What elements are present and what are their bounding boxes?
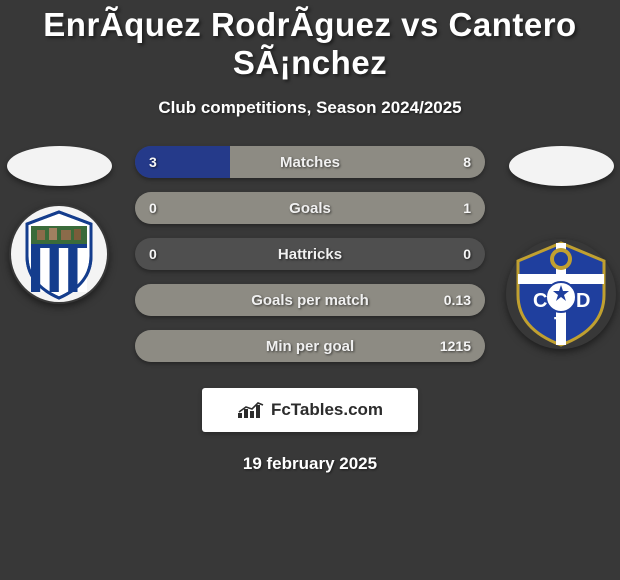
- malaga-crest-icon: [9, 204, 109, 304]
- player-right-photo: [509, 146, 614, 186]
- stat-value-right: 0: [449, 238, 485, 270]
- stat-row: Min per goal1215: [135, 330, 485, 362]
- stat-label: Matches: [135, 146, 485, 178]
- stat-row: Hattricks0 0: [135, 238, 485, 270]
- stat-value-left: [135, 284, 163, 316]
- player-right-column: C D T: [506, 146, 616, 349]
- stat-value-left: 0: [135, 192, 171, 224]
- comparison-layout: C D T Matches38Goals01Hattricks00Goals p…: [0, 146, 620, 362]
- stat-value-right: 1215: [426, 330, 485, 362]
- logo-text: FcTables.com: [271, 400, 383, 420]
- player-left-column: [4, 146, 114, 304]
- stat-row: Matches3 8: [135, 146, 485, 178]
- fctables-logo: FcTables.com: [202, 388, 418, 432]
- stat-value-left: 3: [135, 146, 171, 178]
- stat-row: Goals0 1: [135, 192, 485, 224]
- svg-text:D: D: [576, 290, 590, 312]
- stat-value-right: 1: [449, 192, 485, 224]
- tenerife-crest-icon: C D T: [506, 239, 616, 349]
- stats-container: Matches38Goals01Hattricks00Goals per mat…: [135, 146, 485, 362]
- stat-value-left: 0: [135, 238, 171, 270]
- club-crest-left: [9, 204, 109, 304]
- player-left-photo: [7, 146, 112, 186]
- stat-label: Hattricks: [135, 238, 485, 270]
- svg-text:T: T: [554, 314, 566, 336]
- stat-value-right: 0.13: [430, 284, 485, 316]
- club-crest-right: C D T: [506, 239, 616, 349]
- stat-row: Goals per match0.13: [135, 284, 485, 316]
- page-title: EnrÃ­quez RodrÃ­guez vs Cantero SÃ¡nchez: [0, 0, 620, 82]
- stat-value-left: [135, 330, 163, 362]
- subtitle: Club competitions, Season 2024/2025: [0, 98, 620, 118]
- chart-icon: [237, 401, 265, 419]
- stat-label: Goals: [135, 192, 485, 224]
- stat-value-right: 8: [449, 146, 485, 178]
- svg-text:C: C: [533, 290, 547, 312]
- date-label: 19 february 2025: [0, 454, 620, 474]
